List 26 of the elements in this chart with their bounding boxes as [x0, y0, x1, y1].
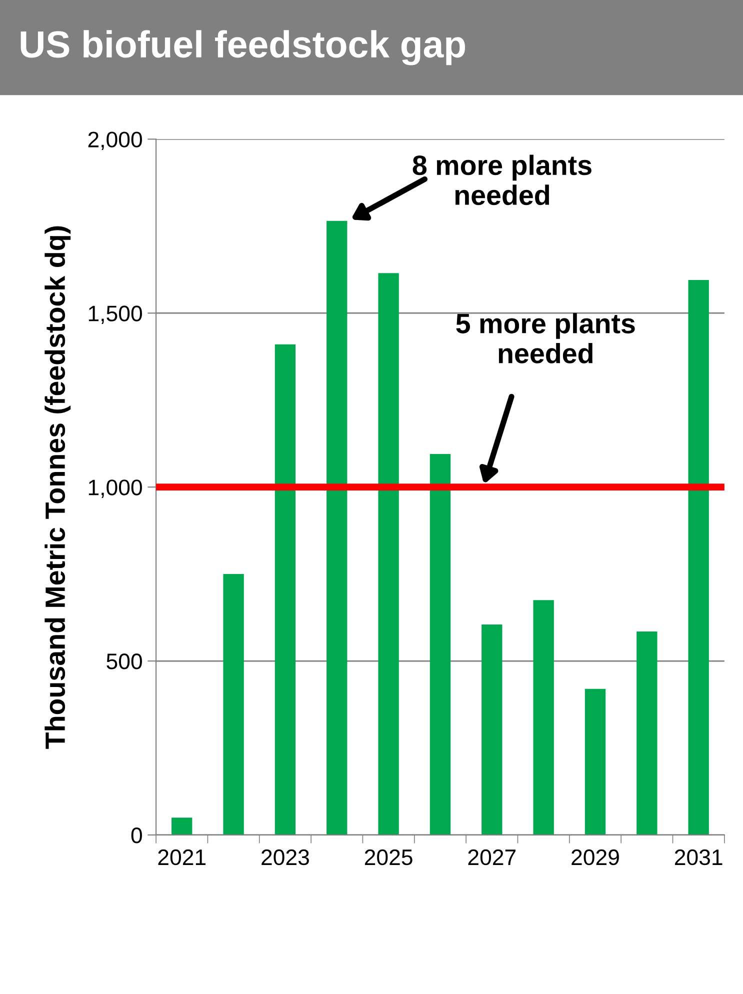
- bar: [378, 273, 399, 835]
- bar: [223, 574, 244, 835]
- y-axis-title: Thousand Metric Tonnes (feedstock dq): [44, 226, 71, 749]
- bar: [636, 631, 658, 835]
- bar: [274, 344, 296, 835]
- bar: [172, 818, 192, 835]
- y-tick-label: 1,500: [88, 306, 142, 324]
- bar: [688, 280, 709, 835]
- bar: [533, 600, 554, 835]
- bar: [482, 624, 502, 835]
- annotation: 5 more plants needed: [456, 313, 635, 364]
- annotation: 8 more plants needed: [412, 154, 592, 206]
- x-tick-label: 2023: [262, 849, 309, 866]
- x-tick-label: 2025: [364, 849, 412, 866]
- x-tick-label: 2031: [674, 849, 722, 866]
- y-tick-label: 500: [106, 654, 142, 670]
- y-tick-label: 0: [131, 827, 142, 844]
- bar: [584, 688, 606, 835]
- y-tick-label: 1,000: [88, 480, 142, 498]
- bar: [326, 220, 348, 835]
- x-tick-label: 2027: [468, 849, 516, 866]
- y-tick-label: 2,000: [88, 132, 142, 150]
- chart-title: US biofuel feedstock gap: [20, 30, 466, 66]
- x-tick-label: 2029: [572, 849, 619, 866]
- bar: [430, 454, 451, 835]
- x-tick-label: 2021: [158, 849, 206, 866]
